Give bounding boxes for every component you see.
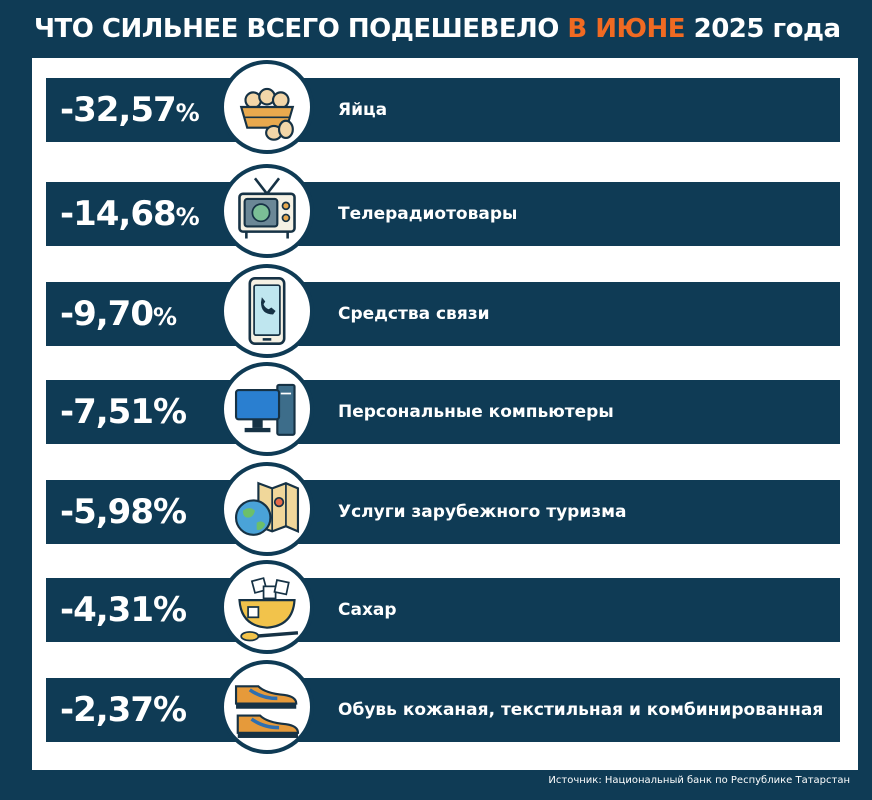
shoes-icon bbox=[220, 660, 314, 754]
row-shoes: -2,37% Обувь кожаная, текстильная и комб… bbox=[46, 660, 840, 754]
value-number: -5,98 bbox=[60, 492, 154, 532]
bar bbox=[46, 678, 840, 742]
bar bbox=[46, 182, 840, 246]
tv-icon bbox=[220, 164, 314, 258]
category-label: Персональные компьютеры bbox=[338, 402, 614, 422]
bar bbox=[46, 78, 840, 142]
category-label: Яйца bbox=[338, 100, 388, 120]
row-tv: -14,68% Телерадиотовары bbox=[46, 164, 840, 258]
computer-icon bbox=[220, 362, 314, 456]
value-number: -2,37 bbox=[60, 690, 154, 730]
value-number: -7,51 bbox=[60, 392, 154, 432]
row-sugar: -4,31% Сахар bbox=[46, 560, 840, 654]
travel-map-globe-icon bbox=[220, 462, 314, 556]
value-label: -2,37% bbox=[60, 678, 187, 742]
value-number: -4,31 bbox=[60, 590, 154, 630]
sugar-bowl-icon bbox=[220, 560, 314, 654]
percent-sign: % bbox=[153, 590, 188, 630]
category-label: Средства связи bbox=[338, 304, 490, 324]
source-note: Источник: Национальный банк по Республик… bbox=[548, 775, 850, 786]
page-title: ЧТО СИЛЬНЕЕ ВСЕГО ПОДЕШЕВЕЛО В ИЮНЕ 2025… bbox=[34, 14, 841, 44]
value-number: -32,57 bbox=[60, 90, 177, 130]
value-label: -9,70% bbox=[60, 282, 177, 346]
row-phones: -9,70% Средства связи bbox=[46, 264, 840, 358]
row-eggs: -32,57% Яйца bbox=[46, 60, 840, 154]
title-accent: В ИЮНЕ bbox=[567, 14, 686, 44]
percent-sign: % bbox=[153, 392, 188, 432]
bar bbox=[46, 282, 840, 346]
value-label: -14,68% bbox=[60, 182, 200, 246]
bar bbox=[46, 380, 840, 444]
value-label: -32,57% bbox=[60, 78, 200, 142]
percent-sign: % bbox=[153, 492, 188, 532]
category-label: Телерадиотовары bbox=[338, 204, 518, 224]
chart-panel: -32,57% Яйца -14,68% bbox=[32, 58, 858, 770]
category-label: Обувь кожаная, текстильная и комбинирова… bbox=[338, 700, 824, 720]
title-year: 2025 года bbox=[693, 14, 841, 44]
percent-sign: % bbox=[153, 303, 178, 331]
smartphone-icon bbox=[220, 264, 314, 358]
bar bbox=[46, 480, 840, 544]
title-main: ЧТО СИЛЬНЕЕ ВСЕГО ПОДЕШЕВЕЛО bbox=[34, 14, 559, 44]
bar bbox=[46, 578, 840, 642]
row-computers: -7,51% Персональные компьютеры bbox=[46, 362, 840, 456]
eggs-basket-icon bbox=[220, 60, 314, 154]
percent-sign: % bbox=[153, 690, 188, 730]
category-label: Услуги зарубежного туризма bbox=[338, 502, 627, 522]
value-label: -7,51% bbox=[60, 380, 187, 444]
percent-sign: % bbox=[175, 99, 200, 127]
row-tourism: -5,98% Услуги зарубежного туризма bbox=[46, 462, 840, 556]
percent-sign: % bbox=[175, 203, 200, 231]
category-label: Сахар bbox=[338, 600, 397, 620]
value-label: -4,31% bbox=[60, 578, 187, 642]
value-number: -14,68 bbox=[60, 194, 177, 234]
value-number: -9,70 bbox=[60, 294, 154, 334]
value-label: -5,98% bbox=[60, 480, 187, 544]
